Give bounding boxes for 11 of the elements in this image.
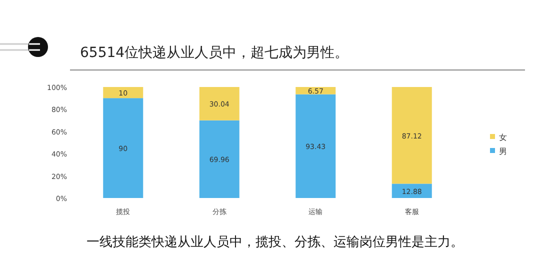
chart-title: 65514位快递从业人员中，超七成为男性。 [80, 45, 349, 61]
bar [392, 184, 432, 198]
text: 一线技能类快递从业人员中，揽投、分拣、运输岗位男性是主力。 [86, 234, 464, 250]
bar [296, 94, 336, 198]
bar [392, 87, 432, 184]
legend-label: 女 [499, 133, 507, 142]
bar [103, 87, 144, 98]
bar [103, 98, 144, 198]
legend-label: 男 [499, 147, 507, 156]
bar [199, 120, 240, 198]
bar [199, 87, 240, 120]
